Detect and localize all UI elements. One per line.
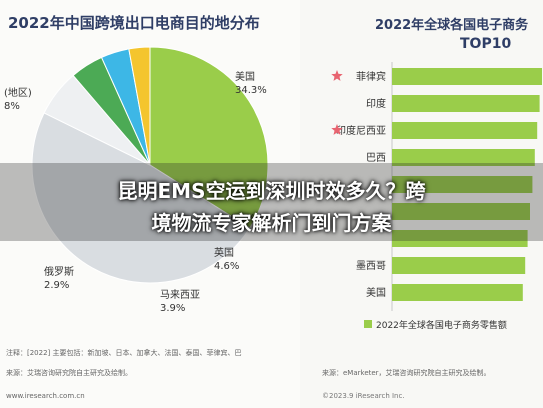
pie-label-value: 34.3% (235, 85, 267, 96)
pie-label-value: 8% (4, 101, 20, 112)
bar-category-label: 巴西 (366, 152, 386, 164)
pie-label-name: 马来西亚 (160, 289, 200, 301)
bar-chart-title: 2022年全球各国电子商务 (375, 18, 529, 33)
bar (392, 176, 533, 193)
bar (392, 203, 530, 220)
headline-line-2: 境物流专家解析门到门方案 (151, 211, 392, 235)
pie-label-name: 俄罗斯 (44, 265, 74, 278)
bar-source: 来源：eMarketer，艾瑞咨询研究院自主研究及绘制。 (322, 369, 491, 377)
pie-footnote: 注释：[2022] 主要包括：新加坡、日本、加拿大、法国、泰国、菲律宾、巴 (6, 349, 242, 357)
pie-website: www.iresearch.com.cn (6, 392, 85, 400)
pie-label-value: 3.9% (160, 303, 185, 314)
bar-legend-swatch (364, 320, 372, 328)
bar-category-label: 美国 (366, 286, 386, 299)
pie-label-name: 美国 (235, 70, 255, 83)
pie-slice (149, 46, 269, 229)
left-chart-panel: 2022年中国跨境出口电商目的地分布 美国 34.3% (地区) 8% 英国 4.6% 马来… (4, 14, 269, 400)
pie-label-name: 英国 (214, 246, 234, 259)
bar-legend-label: 2022年全球各国电子商务零售额 (376, 321, 507, 331)
pie-chart-title: 2022年中国跨境出口电商目的地分布 (8, 14, 260, 32)
pie-slice (128, 46, 151, 166)
bar (392, 284, 523, 301)
pie-chart: 美国 34.3% (地区) 8% 英国 4.6% 马来西亚 3.9% 俄罗斯 2.9% 6.5% (4, 46, 269, 314)
pie-slice (31, 112, 251, 284)
bar (392, 257, 526, 274)
headline-overlay (0, 163, 543, 241)
bar (392, 95, 540, 112)
bar-copyright: ©2023.9 iResearch Inc. (322, 392, 405, 400)
bar-category-label: 菲律宾 (356, 70, 386, 83)
star-icon (331, 124, 343, 135)
bar (392, 68, 542, 85)
headline-line-1: 昆明EMS空运到深圳时效多久？跨 (117, 179, 426, 203)
pie-label-value: 4.6% (214, 261, 239, 272)
pie-label-value: 2.9% (44, 280, 69, 291)
bar (392, 149, 535, 166)
star-icon (331, 70, 343, 81)
bar-category-label: 印度尼西亚 (336, 124, 386, 137)
bar-category-label: 印度 (366, 97, 386, 110)
bar-chart-subtitle: TOP10 (460, 36, 512, 52)
bar-category-label: 墨西哥 (356, 260, 386, 272)
pie-label-value: 6.5% (230, 213, 255, 224)
pie-label-name: (地区) (4, 86, 32, 99)
bar (392, 230, 528, 247)
bar (392, 122, 538, 139)
pie-source: 来源：艾瑞咨询研究院自主研究及绘制。 (6, 369, 132, 377)
